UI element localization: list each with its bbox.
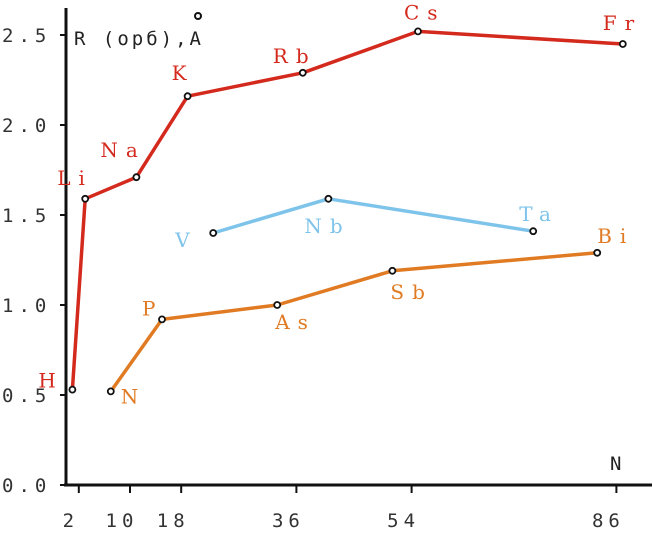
y-tick-label-1: 0.5 bbox=[2, 385, 51, 407]
y-tick-label-4: 2.0 bbox=[2, 115, 51, 137]
point-v bbox=[209, 229, 218, 237]
point-label-h: H bbox=[38, 369, 63, 393]
point-label-rb: Rb bbox=[273, 44, 317, 68]
point-label-as: As bbox=[274, 310, 316, 334]
point-k bbox=[183, 92, 192, 101]
point-as bbox=[273, 301, 282, 309]
point-label-cs: Cs bbox=[404, 0, 446, 24]
point-cs bbox=[414, 27, 422, 36]
point-fr bbox=[618, 40, 627, 48]
point-na bbox=[132, 173, 141, 182]
y-tick-label-2: 1.0 bbox=[2, 295, 51, 317]
ticks: 0.0 0.5 1.0 1.5 2.0 2.5 2 10 18 36 54 86 bbox=[2, 25, 625, 532]
point-label-k: K bbox=[172, 61, 195, 85]
y-axis-label: R (орб),A bbox=[74, 28, 204, 50]
point-label-p: P bbox=[142, 296, 163, 320]
point-label-na: Na bbox=[100, 138, 145, 162]
point-li bbox=[81, 194, 90, 203]
x-tick-label-1: 10 bbox=[106, 510, 139, 532]
point-p bbox=[158, 315, 166, 324]
x-tick-label-5: 86 bbox=[592, 510, 625, 532]
x-tick-label-0: 2 bbox=[63, 510, 79, 532]
x-axis-label: N bbox=[610, 453, 624, 475]
point-ta bbox=[529, 227, 538, 236]
axes bbox=[64, 8, 652, 487]
point-sb bbox=[388, 266, 397, 275]
data-points bbox=[68, 27, 627, 396]
point-label-ta: Ta bbox=[519, 202, 559, 226]
point-h bbox=[68, 385, 77, 394]
point-nb bbox=[324, 194, 333, 203]
point-rb bbox=[298, 68, 307, 77]
y-axis-label-marker bbox=[194, 12, 202, 20]
y-tick-label-5: 2.5 bbox=[2, 25, 51, 47]
x-tick-label-3: 36 bbox=[272, 510, 305, 532]
x-tick-label-4: 54 bbox=[387, 510, 420, 532]
point-label-n: N bbox=[121, 384, 147, 408]
y-tick-label-0: 0.0 bbox=[2, 475, 51, 497]
point-n bbox=[106, 387, 115, 396]
point-label-bi: Bi bbox=[597, 224, 634, 248]
point-label-li: Li bbox=[57, 166, 93, 190]
point-label-nb: Nb bbox=[304, 214, 350, 238]
point-labels: H Li Na K Rb Cs Fr V Nb Ta N P As Sb Bi bbox=[38, 0, 642, 408]
point-label-v: V bbox=[174, 228, 197, 252]
series-line-1 bbox=[212, 197, 534, 235]
point-bi bbox=[593, 248, 602, 257]
point-label-fr: Fr bbox=[603, 11, 642, 35]
point-label-sb: Sb bbox=[390, 280, 433, 304]
y-tick-label-3: 1.5 bbox=[2, 205, 51, 227]
series-line-2 bbox=[109, 251, 598, 393]
x-tick-label-2: 18 bbox=[157, 510, 190, 532]
